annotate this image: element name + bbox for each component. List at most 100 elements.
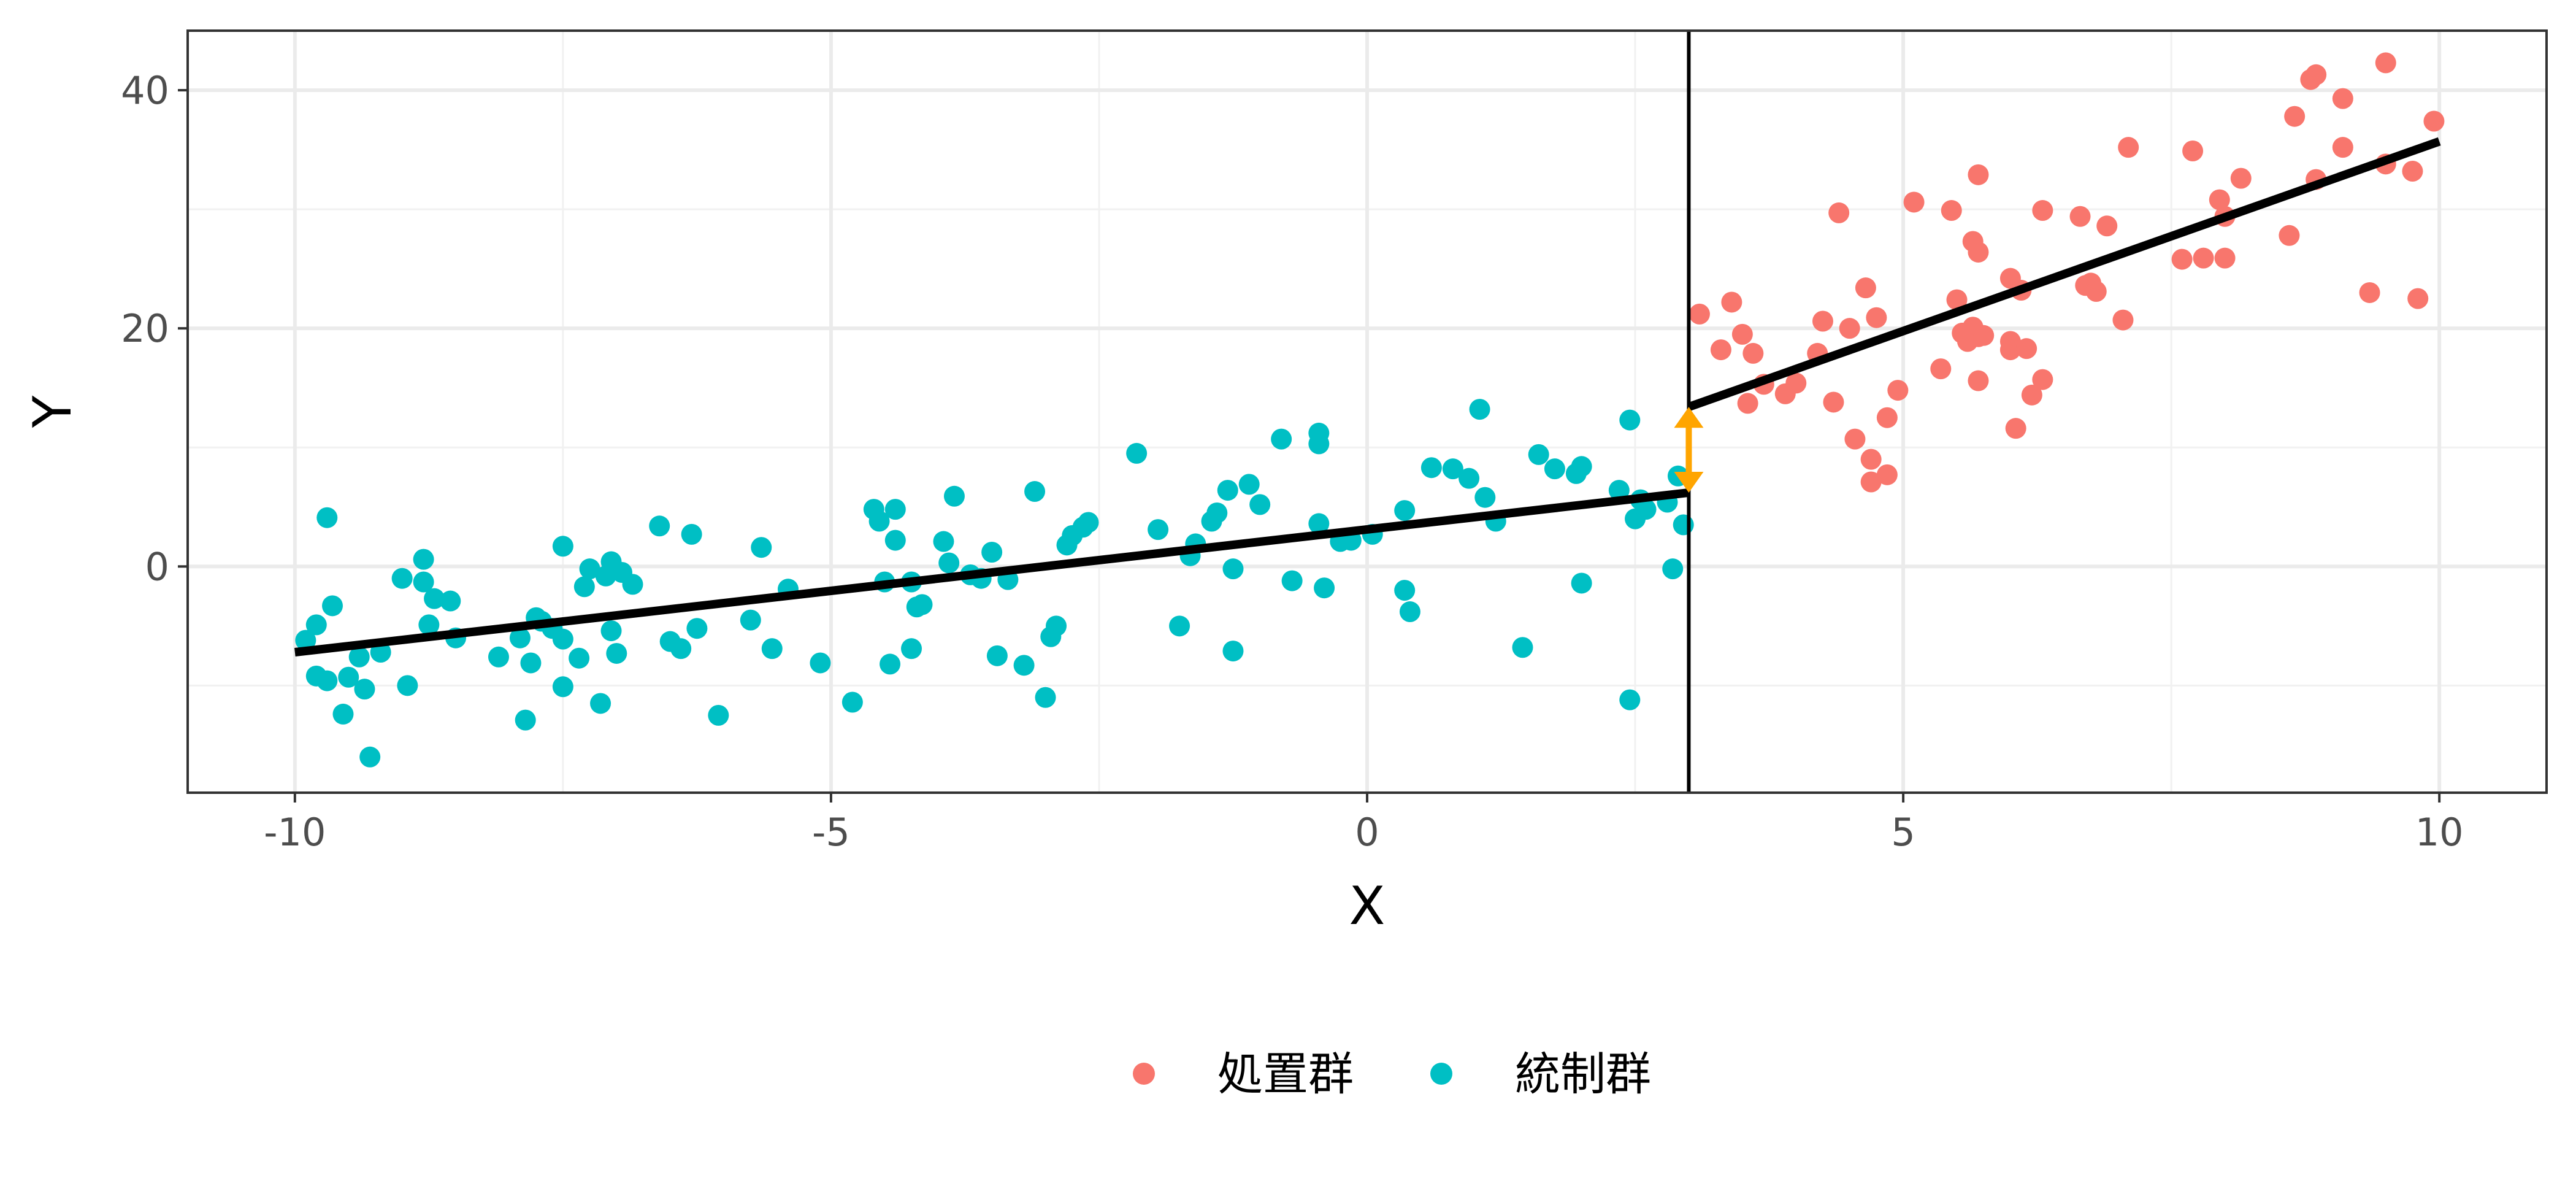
data-point	[1785, 372, 1807, 394]
data-point	[295, 629, 316, 651]
data-point	[1013, 655, 1035, 676]
scatter-points	[295, 52, 2445, 768]
data-point	[1126, 442, 1148, 464]
data-point	[1968, 241, 1989, 263]
data-point	[1238, 474, 1260, 495]
x-tick-label: -5	[812, 810, 850, 855]
data-point	[348, 646, 370, 668]
data-point	[2209, 189, 2230, 210]
legend: 処置群 統制群	[1133, 1048, 1651, 1101]
data-point	[1608, 480, 1630, 501]
data-point	[1619, 409, 1641, 431]
data-point	[520, 652, 542, 674]
data-point	[884, 529, 906, 551]
data-point	[359, 746, 381, 768]
data-point	[1314, 577, 1335, 599]
data-point	[2375, 52, 2396, 74]
data-point	[2096, 215, 2118, 237]
data-point	[418, 614, 440, 636]
data-point	[600, 620, 622, 642]
data-point	[1528, 444, 1549, 465]
data-point	[1876, 407, 1898, 428]
data-point	[901, 638, 922, 660]
data-point	[1078, 512, 1099, 533]
data-point	[1635, 499, 1657, 520]
data-point	[981, 541, 1003, 563]
data-point	[1619, 689, 1641, 710]
data-point	[509, 627, 531, 649]
data-point	[1662, 558, 1684, 580]
data-point	[1866, 307, 1887, 328]
data-point	[322, 595, 343, 617]
data-point	[2230, 167, 2252, 189]
data-point	[1571, 456, 1592, 477]
x-axis-title: X	[1349, 876, 1386, 937]
data-point	[1941, 200, 1962, 221]
data-point	[1876, 464, 1898, 485]
data-point	[1731, 323, 1753, 345]
data-point	[2032, 200, 2053, 221]
data-point	[708, 704, 729, 726]
data-point	[1968, 164, 1989, 185]
data-point	[2085, 280, 2107, 302]
data-point	[1973, 325, 1995, 346]
data-point	[1823, 391, 1844, 413]
data-point	[1206, 502, 1228, 523]
data-point	[1308, 513, 1330, 534]
data-point	[1394, 580, 1416, 601]
data-point	[1222, 641, 1244, 662]
legend-label: 処置群	[1217, 1048, 1354, 1101]
x-tick-label: 5	[1891, 810, 1915, 855]
data-point	[332, 703, 354, 725]
data-point	[1394, 500, 1416, 522]
data-point	[751, 537, 772, 558]
data-point	[488, 646, 509, 668]
data-point	[552, 628, 573, 650]
data-point	[316, 507, 338, 528]
data-point	[2118, 137, 2139, 158]
data-point	[1903, 191, 1925, 213]
data-point	[740, 609, 761, 631]
data-point	[1046, 615, 1067, 637]
data-point	[1035, 687, 1056, 708]
data-point	[1474, 487, 1496, 508]
arrow-head-top	[1674, 407, 1704, 428]
x-axis-ticks: -10 -5 0 5 10	[264, 793, 2464, 855]
data-point	[1844, 428, 1866, 450]
data-point	[1860, 471, 1882, 493]
data-point	[1839, 318, 1860, 339]
data-point	[1887, 380, 1909, 401]
data-point	[670, 638, 692, 660]
data-point	[681, 523, 702, 545]
data-point	[1721, 291, 1742, 313]
data-point	[1689, 303, 1710, 325]
data-point	[2332, 88, 2353, 109]
data-point	[1512, 637, 1533, 658]
data-point	[2112, 309, 2134, 331]
data-point	[686, 618, 708, 639]
data-point	[2306, 64, 2327, 85]
data-point	[606, 642, 627, 664]
data-point	[1148, 519, 1169, 541]
data-point	[397, 675, 418, 696]
data-point	[338, 666, 359, 688]
data-point	[2171, 248, 2193, 270]
treatment-effect-arrow	[1674, 407, 1704, 493]
data-point	[2284, 106, 2306, 127]
arrow-head-bottom	[1674, 471, 1704, 493]
y-axis-ticks: 0 20 40	[121, 68, 188, 589]
data-point	[1999, 339, 2021, 361]
data-point	[938, 552, 960, 574]
data-point	[552, 676, 573, 698]
data-point	[880, 653, 901, 675]
legend-key	[1133, 1063, 1155, 1085]
fit-line	[294, 488, 1690, 656]
data-point	[2016, 338, 2037, 360]
regression-lines	[294, 137, 2441, 656]
data-point	[573, 576, 595, 598]
data-point	[1281, 570, 1303, 591]
data-point	[1930, 358, 1952, 380]
data-point	[2279, 225, 2300, 246]
data-point	[305, 614, 327, 636]
